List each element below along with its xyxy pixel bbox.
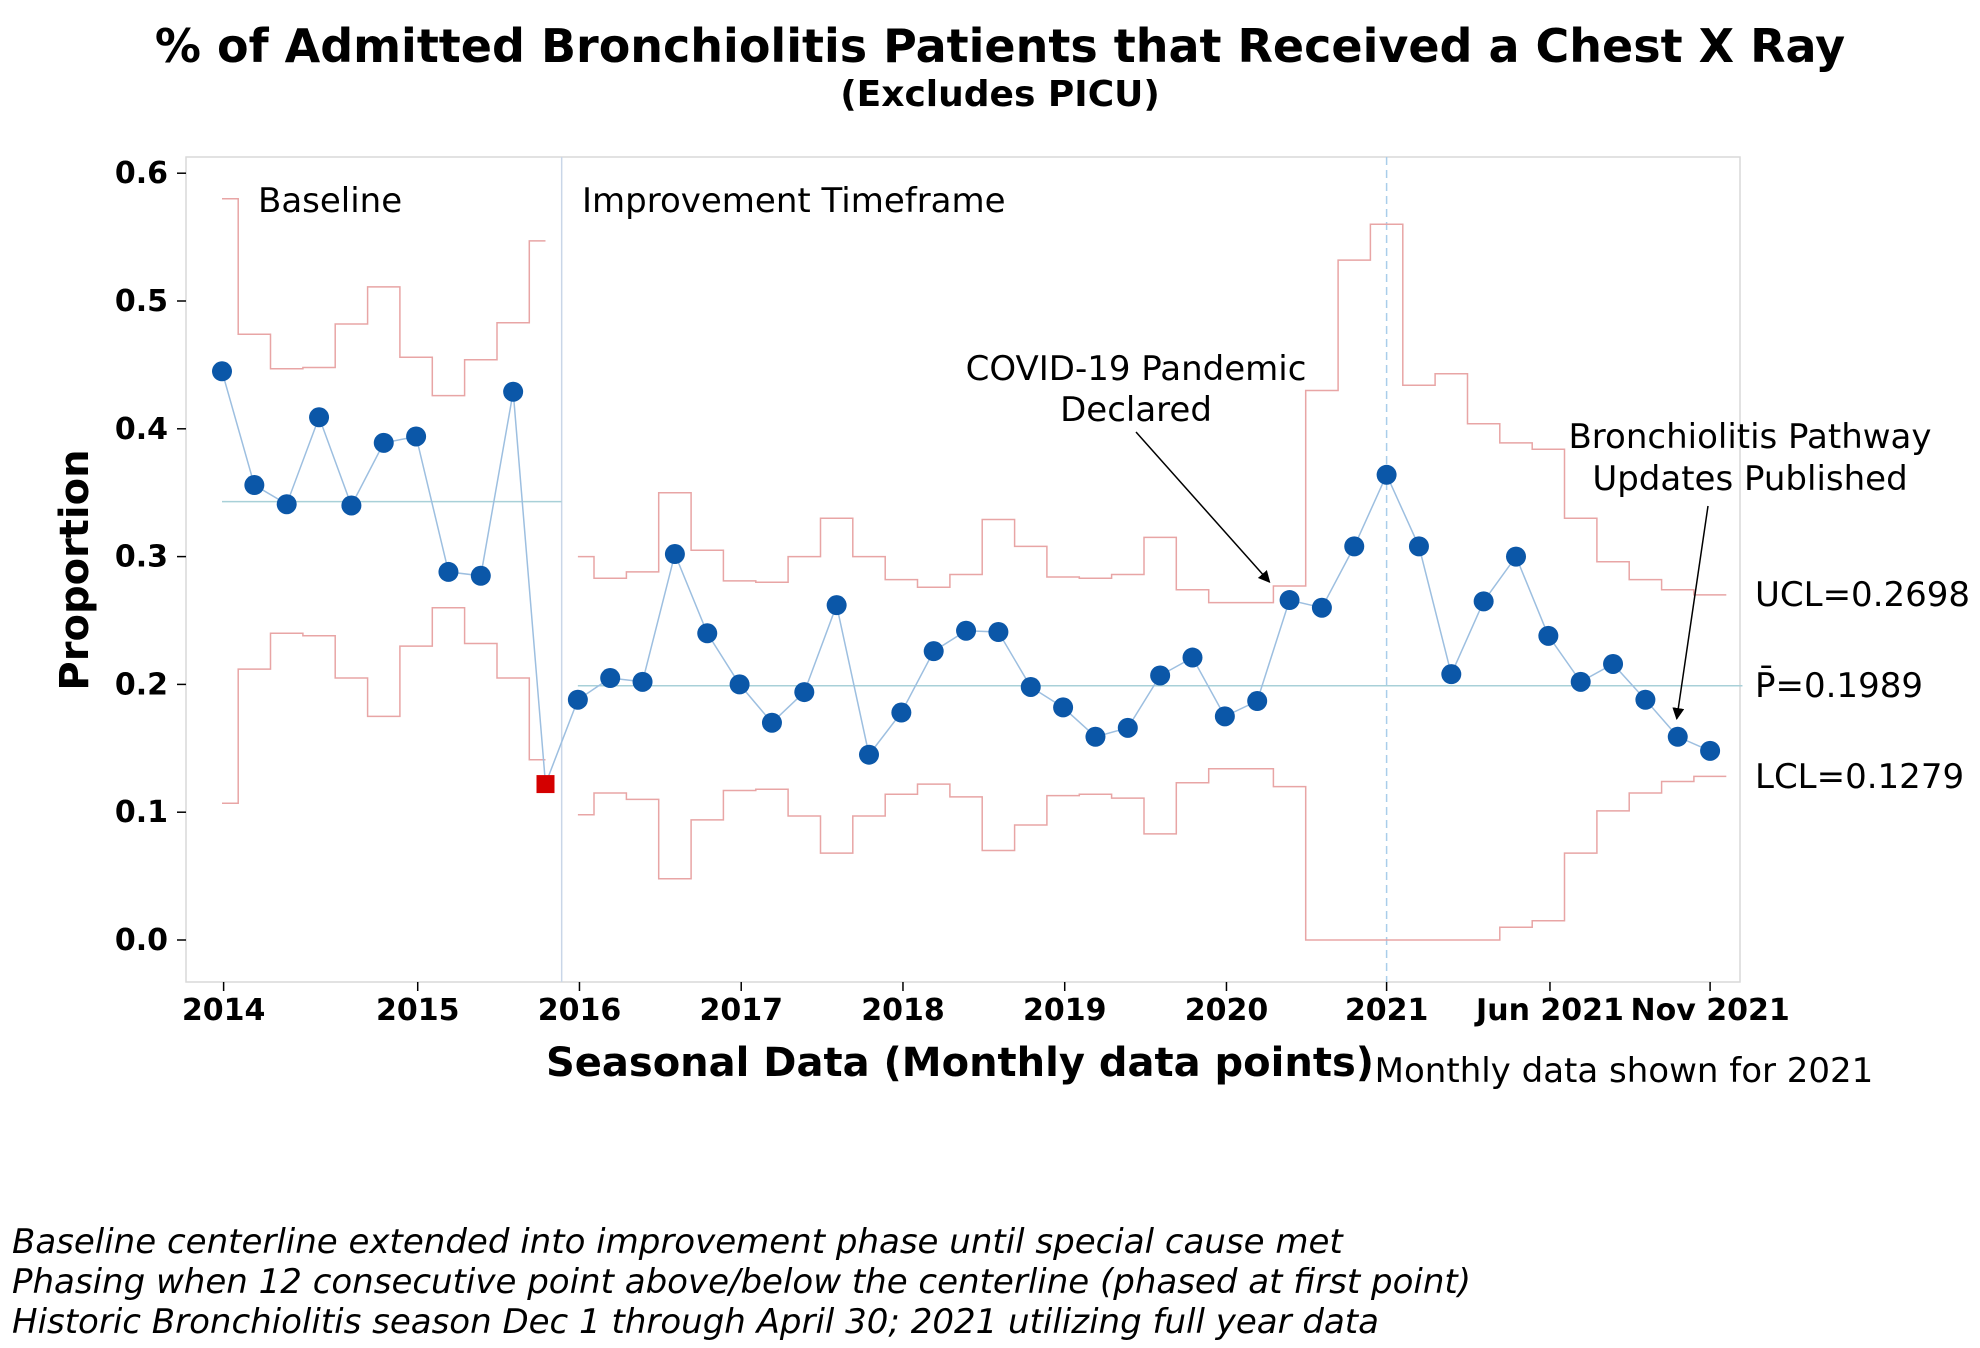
data-point — [1603, 653, 1624, 674]
data-point — [470, 565, 491, 586]
annotation-arrows-layer — [1135, 431, 1709, 720]
y-tick-label: 0.0 — [115, 923, 168, 958]
annotation-pathway-line2: Updates Published — [1592, 459, 1907, 499]
data-point — [503, 381, 524, 402]
data-point — [826, 595, 847, 616]
data-point — [956, 620, 977, 641]
y-tick-label: 0.3 — [115, 540, 168, 575]
data-point — [859, 744, 879, 765]
annotation-arrow-pathway — [1672, 505, 1709, 720]
x-axis-title: Seasonal Data (Monthly data points) — [546, 1040, 1374, 1086]
data-point — [600, 668, 621, 689]
data-point — [1247, 691, 1268, 712]
lcl-line-phase-2 — [577, 767, 1727, 941]
lcl-line-phase-1 — [222, 606, 546, 805]
plot-frame — [185, 156, 1741, 983]
y-axis-title: Proportion — [52, 449, 98, 690]
phase-label-baseline: Baseline — [258, 181, 402, 221]
data-point — [891, 702, 912, 723]
y-tick-label: 0.1 — [115, 795, 168, 830]
data-point — [244, 475, 265, 496]
x-tick-label: 2019 — [1023, 993, 1107, 1028]
x-tick-label: Jun 2021 — [1474, 993, 1624, 1028]
control-limits-layer — [222, 198, 1743, 941]
data-point — [923, 641, 944, 662]
footnote-2: Phasing when 12 consecutive point above/… — [12, 1262, 1471, 1302]
data-point — [406, 426, 427, 447]
data-point — [1441, 664, 1462, 685]
data-point — [1344, 536, 1365, 557]
data-point — [1667, 726, 1688, 747]
data-point — [1085, 726, 1106, 747]
data-point — [1053, 697, 1074, 718]
annotation-arrow-covid — [1135, 431, 1271, 583]
annotation-covid-line1: COVID-19 Pandemic — [966, 349, 1307, 389]
footnote-3: Historic Bronchiolitis season Dec 1 thro… — [12, 1302, 1379, 1342]
data-point — [1117, 717, 1138, 738]
y-tick-label: 0.6 — [115, 156, 168, 191]
data-point — [1473, 591, 1494, 612]
text-layer: % of Admitted Bronchiolitis Patients tha… — [12, 19, 1970, 1342]
data-point — [276, 494, 297, 515]
data-point — [1376, 464, 1397, 485]
data-point — [309, 407, 330, 428]
special-cause-point — [536, 775, 555, 794]
data-point — [567, 689, 588, 710]
ucl-line-phase-2 — [577, 223, 1727, 604]
annotation-pathway-line1: Bronchiolitis Pathway — [1568, 417, 1931, 457]
data-point — [1408, 536, 1429, 557]
x-tick-label: 2015 — [376, 993, 460, 1028]
lcl-label: LCL=0.1279 — [1755, 757, 1964, 797]
data-point — [1570, 671, 1591, 692]
x-tick-label: 2018 — [861, 993, 945, 1028]
data-point — [438, 561, 459, 582]
data-point — [1635, 689, 1656, 710]
data-point — [1020, 676, 1041, 697]
ucl-label: UCL=0.2698 — [1755, 575, 1970, 615]
data-point — [988, 622, 1009, 643]
data-point — [373, 432, 394, 453]
footnote-1: Baseline centerline extended into improv… — [12, 1222, 1344, 1262]
ucl-line-phase-1 — [222, 198, 546, 397]
data-point — [1150, 665, 1171, 686]
data-point — [632, 671, 653, 692]
data-point — [664, 544, 685, 565]
x-tick-label: 2020 — [1185, 993, 1269, 1028]
data-point — [1311, 597, 1332, 618]
x-axis-note: Monthly data shown for 2021 — [1375, 1051, 1874, 1091]
x-tick-label: 2021 — [1345, 993, 1429, 1028]
data-point — [1279, 590, 1300, 611]
x-tick-label: 2017 — [699, 993, 783, 1028]
x-tick-label: 2016 — [538, 993, 622, 1028]
x-tick-label: Nov 2021 — [1630, 993, 1789, 1028]
data-point — [341, 495, 362, 516]
y-tick-label: 0.2 — [115, 667, 168, 702]
chart-subtitle: (Excludes PICU) — [840, 74, 1160, 115]
data-point — [212, 361, 232, 382]
y-tick-label: 0.4 — [115, 412, 168, 447]
data-point — [697, 623, 718, 644]
chart-title: % of Admitted Bronchiolitis Patients tha… — [155, 19, 1845, 73]
data-point — [1182, 647, 1203, 668]
data-point — [1700, 740, 1721, 761]
data-point — [761, 712, 782, 733]
axis-ticks-layer: 0.0 0.1 0.2 0.3 0.4 0.5 0.6 2014 2015 2016 2017 201… — [115, 156, 1790, 1028]
annotation-covid-line2: Declared — [1060, 390, 1212, 430]
x-tick-label: 2014 — [182, 993, 266, 1028]
data-series-layer — [212, 361, 1721, 794]
centerline-label: P̄=0.1989 — [1755, 665, 1923, 706]
y-tick-label: 0.5 — [115, 284, 168, 319]
data-point — [794, 682, 815, 703]
plot-frame-layer — [185, 156, 1741, 983]
phase-label-improvement: Improvement Timeframe — [582, 181, 1006, 221]
data-point — [729, 674, 750, 695]
data-point — [1538, 625, 1559, 646]
data-point — [1214, 706, 1235, 727]
data-point — [1506, 546, 1526, 567]
